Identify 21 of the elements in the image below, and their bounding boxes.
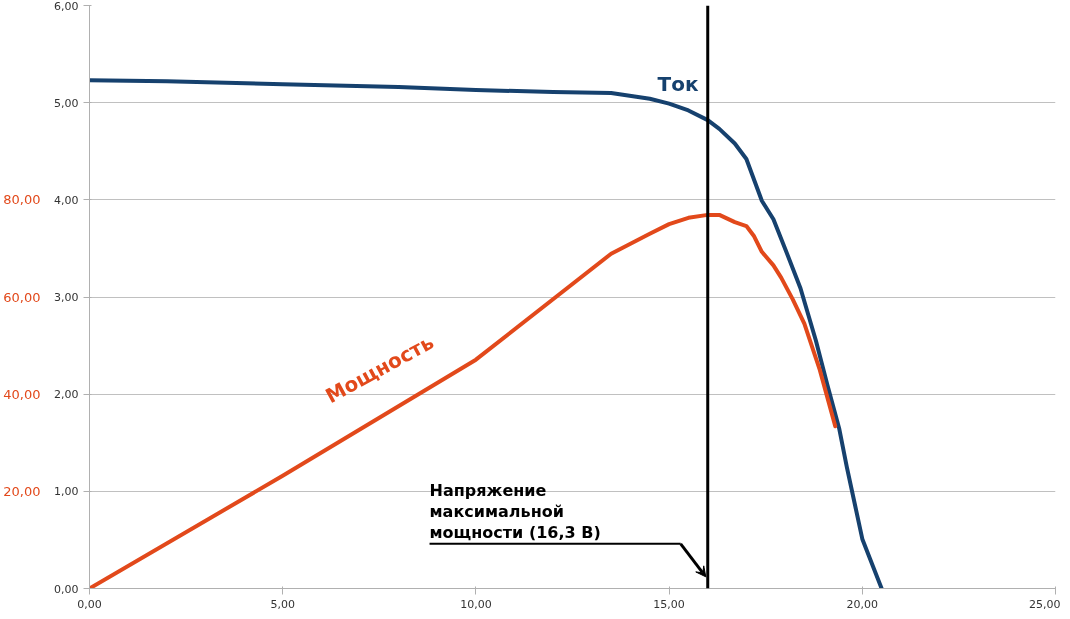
line-series xyxy=(89,78,884,589)
y-tick-label: 2,00 xyxy=(54,388,79,402)
line-series xyxy=(89,212,838,589)
x-tick-label: 15,00 xyxy=(653,597,685,611)
y-tick-label: 6,00 xyxy=(54,0,79,13)
annotation: Напряжение максимальной мощности (16,3 В) xyxy=(429,481,601,542)
y-tick-label: 0,00 xyxy=(54,582,79,596)
y2-tick-label: 60,00 xyxy=(3,289,41,305)
y-tick-label: 1,00 xyxy=(54,485,79,499)
y-tick-label: 4,00 xyxy=(54,193,79,207)
series-label: Ток xyxy=(657,71,699,96)
y2-tick-label: 80,00 xyxy=(3,192,41,208)
x-tick-label: 20,00 xyxy=(846,597,879,611)
x-tick-label: 0,00 xyxy=(77,597,102,611)
x-tick-label: 25,00 xyxy=(1029,597,1061,611)
y-tick-label: 5,00 xyxy=(54,96,79,110)
y-tick-label: 3,00 xyxy=(54,291,79,304)
x-tick-label: 10,00 xyxy=(460,597,492,611)
x-tick-label: 5,00 xyxy=(270,597,295,611)
y2-tick-label: 40,00 xyxy=(3,386,41,402)
y2-tick-label: 20,00 xyxy=(3,483,41,499)
